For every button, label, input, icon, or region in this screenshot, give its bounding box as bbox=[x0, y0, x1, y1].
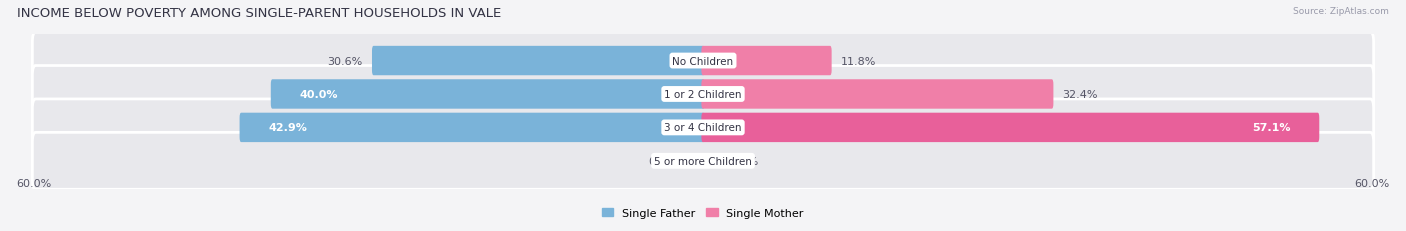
Text: 60.0%: 60.0% bbox=[17, 179, 52, 188]
Text: 40.0%: 40.0% bbox=[299, 90, 337, 100]
Text: 32.4%: 32.4% bbox=[1063, 90, 1098, 100]
FancyBboxPatch shape bbox=[702, 80, 1053, 109]
Text: 57.1%: 57.1% bbox=[1253, 123, 1291, 133]
Text: 60.0%: 60.0% bbox=[1354, 179, 1389, 188]
Text: 0.0%: 0.0% bbox=[648, 156, 676, 166]
Text: 0.0%: 0.0% bbox=[730, 156, 758, 166]
Text: 11.8%: 11.8% bbox=[841, 56, 876, 66]
FancyBboxPatch shape bbox=[32, 133, 1374, 189]
FancyBboxPatch shape bbox=[32, 66, 1374, 123]
FancyBboxPatch shape bbox=[239, 113, 704, 143]
FancyBboxPatch shape bbox=[32, 100, 1374, 156]
Text: 1 or 2 Children: 1 or 2 Children bbox=[664, 90, 742, 100]
FancyBboxPatch shape bbox=[271, 80, 704, 109]
Legend: Single Father, Single Mother: Single Father, Single Mother bbox=[602, 208, 804, 218]
Text: 30.6%: 30.6% bbox=[328, 56, 363, 66]
Text: 5 or more Children: 5 or more Children bbox=[654, 156, 752, 166]
Text: Source: ZipAtlas.com: Source: ZipAtlas.com bbox=[1294, 7, 1389, 16]
Text: 42.9%: 42.9% bbox=[269, 123, 307, 133]
Text: No Children: No Children bbox=[672, 56, 734, 66]
FancyBboxPatch shape bbox=[702, 113, 1319, 143]
FancyBboxPatch shape bbox=[32, 33, 1374, 90]
Text: INCOME BELOW POVERTY AMONG SINGLE-PARENT HOUSEHOLDS IN VALE: INCOME BELOW POVERTY AMONG SINGLE-PARENT… bbox=[17, 7, 501, 20]
Text: 3 or 4 Children: 3 or 4 Children bbox=[664, 123, 742, 133]
FancyBboxPatch shape bbox=[373, 47, 704, 76]
FancyBboxPatch shape bbox=[702, 47, 831, 76]
